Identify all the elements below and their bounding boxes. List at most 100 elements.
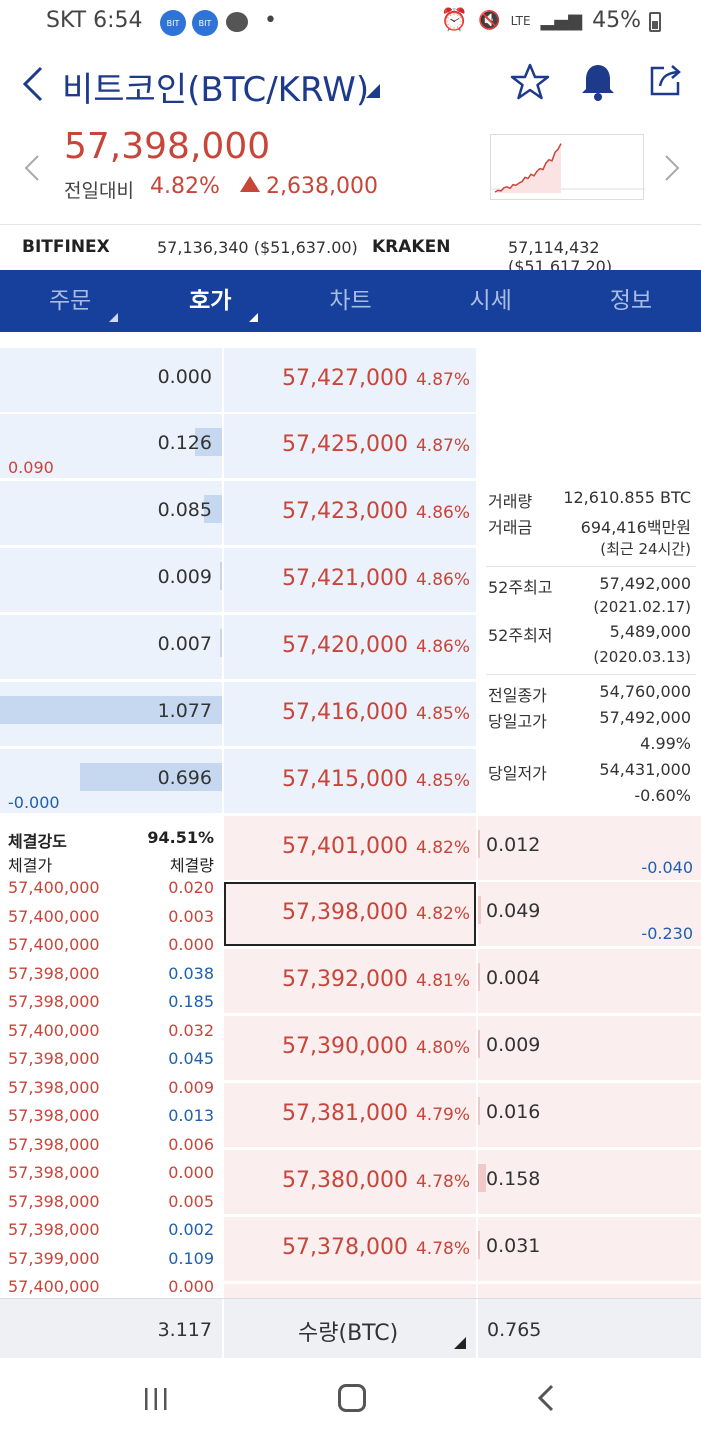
ask-percent: 4.86% xyxy=(415,570,470,590)
ask-price: 57,427,000 xyxy=(282,366,408,391)
trade-qty: 0.006 xyxy=(168,1134,214,1154)
trade-price-header: 체결가 xyxy=(8,856,53,875)
bell-icon[interactable] xyxy=(580,62,616,102)
bid-qty-bar xyxy=(478,963,480,991)
bid-qty-bar xyxy=(478,1231,480,1259)
system-nav-bar xyxy=(0,1358,701,1440)
high52-value: 57,492,000 xyxy=(599,574,691,593)
page-title[interactable]: 비트코인(BTC/KRW) xyxy=(62,70,370,110)
bid-percent: 4.82% xyxy=(415,838,470,858)
bid-row[interactable]: 57,381,000 4.79% 0.016 xyxy=(0,1083,701,1149)
unit-selector[interactable]: 수량(BTC) xyxy=(298,1321,399,1346)
tab-label: 시세 xyxy=(469,288,512,314)
tab-order[interactable]: 주문 xyxy=(0,270,140,332)
bid-percent: 4.81% xyxy=(415,971,470,991)
status-bar: SKT 6:54 BIT BIT • ⏰ 🔇 LTE ▂▄▆ 45% xyxy=(0,0,701,44)
bid-qty-change: -0.230 xyxy=(641,924,693,943)
bid-qty: 0.016 xyxy=(486,1101,541,1123)
nav-back-icon[interactable] xyxy=(538,1384,554,1412)
bid-row[interactable]: 57,392,000 4.81% 0.004 xyxy=(0,949,701,1015)
mini-chart-line xyxy=(494,143,562,193)
ask-price: 57,416,000 xyxy=(282,700,408,725)
bid-qty: 0.004 xyxy=(486,967,541,989)
ask-row[interactable]: 0.000 57,427,000 4.87% xyxy=(0,348,701,414)
bid-qty-cell: 0.012 -0.040 xyxy=(478,816,701,880)
mute-icon: 🔇 xyxy=(478,10,501,31)
ask-row[interactable]: 0.007 57,420,000 4.86% xyxy=(0,615,701,681)
title-dropdown-icon[interactable] xyxy=(366,84,380,98)
trade-qty: 0.045 xyxy=(168,1049,214,1068)
home-icon[interactable] xyxy=(338,1384,366,1412)
ask-qty-cell: 0.126 0.090 xyxy=(0,414,222,478)
recent-apps-icon[interactable] xyxy=(143,1386,169,1412)
star-icon[interactable] xyxy=(510,62,550,102)
tab-orderbook[interactable]: 호가 xyxy=(140,270,280,332)
trade-qty: 0.013 xyxy=(168,1106,214,1125)
trade-price: 57,398,000 xyxy=(8,1163,100,1182)
ask-qty-bar xyxy=(195,428,222,456)
unit-dropdown-icon[interactable] xyxy=(454,1337,466,1349)
bid-row[interactable]: 57,401,000 4.82% 0.012 -0.040 xyxy=(0,816,701,882)
ask-row[interactable]: 0.085 57,423,000 4.86% xyxy=(0,481,701,547)
bid-qty: 0.158 xyxy=(486,1168,541,1190)
change-percent: 4.82% xyxy=(150,174,220,199)
current-price: 57,398,000 xyxy=(64,126,271,167)
trade-price: 57,400,000 xyxy=(8,1020,100,1040)
ask-row[interactable]: 0.126 0.090 57,425,000 4.87% xyxy=(0,414,701,480)
bid-row[interactable]: 57,378,000 4.78% 0.031 xyxy=(0,1217,701,1283)
ask-percent: 4.85% xyxy=(415,771,470,791)
previous-coin-icon[interactable] xyxy=(24,154,40,182)
trade-qty: 0.002 xyxy=(168,1220,214,1239)
ask-qty: 0.696 xyxy=(157,767,212,789)
mini-price-chart[interactable] xyxy=(490,134,645,200)
next-coin-icon[interactable] xyxy=(664,154,680,182)
high52-date: (2021.02.17) xyxy=(593,598,691,616)
tab-chart[interactable]: 차트 xyxy=(280,270,420,332)
trade-qty: 0.109 xyxy=(168,1248,214,1268)
amount-label: 거래금 xyxy=(488,518,533,537)
bid-row-partial xyxy=(478,1284,701,1298)
ask-row[interactable]: 0.009 57,421,000 4.86% xyxy=(0,548,701,614)
ask-row[interactable]: 0.696 -0.000 57,415,000 4.85% xyxy=(0,749,701,815)
ask-qty-bar xyxy=(220,562,222,590)
ask-price: 57,420,000 xyxy=(282,633,408,658)
ask-qty-cell: 0.696 -0.000 xyxy=(0,749,222,813)
network-label: LTE xyxy=(510,13,531,28)
day-low-percent: -0.60% xyxy=(634,786,691,805)
header: 비트코인(BTC/KRW) xyxy=(0,44,701,124)
tab-market[interactable]: 시세 xyxy=(421,270,561,332)
bid-qty-bar xyxy=(478,830,480,858)
divider xyxy=(476,1299,478,1359)
tab-bar: 주문 호가 차트 시세 정보 xyxy=(0,270,701,332)
bid-row[interactable]: 57,390,000 4.80% 0.009 xyxy=(0,1016,701,1082)
mini-chart-svg xyxy=(491,143,645,193)
bid-qty-change: -0.040 xyxy=(641,858,693,877)
signal-icon: ▂▄▆ xyxy=(540,10,583,31)
ask-price-cell: 57,415,000 4.85% xyxy=(224,749,476,813)
high52-label: 52주최고 xyxy=(488,578,553,597)
exchange-value: 57,136,340 ($51,637.00) xyxy=(157,238,358,257)
divider xyxy=(486,674,696,675)
low52-value: 5,489,000 xyxy=(609,622,691,641)
ask-qty-cell: 1.077 xyxy=(0,682,222,746)
ask-price: 57,423,000 xyxy=(282,499,408,524)
ask-qty: 0.009 xyxy=(157,566,212,588)
bid-row[interactable]: 57,380,000 4.78% 0.158 xyxy=(0,1150,701,1216)
change-amount: 2,638,000 xyxy=(240,174,378,199)
bid-row[interactable]: 57,398,000 4.82% 0.049 -0.230 xyxy=(0,882,701,948)
tab-label: 정보 xyxy=(609,288,653,314)
share-icon[interactable] xyxy=(648,62,684,98)
tab-label: 주문 xyxy=(48,288,92,314)
volume-label: 거래량 xyxy=(488,492,533,511)
bid-price-cell: 57,380,000 4.78% xyxy=(224,1150,476,1214)
trade-price: 57,399,000 xyxy=(8,1248,100,1268)
ask-qty-change: 0.090 xyxy=(8,458,54,477)
bid-qty-cell: 0.049 -0.230 xyxy=(478,882,701,946)
tab-info[interactable]: 정보 xyxy=(561,270,701,332)
divider xyxy=(486,566,696,567)
ask-row[interactable]: 1.077 57,416,000 4.85% xyxy=(0,682,701,748)
back-arrow-icon[interactable] xyxy=(22,66,44,102)
bid-price-cell: 57,378,000 4.78% xyxy=(224,1217,476,1281)
ask-qty-cell: 0.007 xyxy=(0,615,222,679)
bid-qty-bar xyxy=(478,1097,480,1125)
